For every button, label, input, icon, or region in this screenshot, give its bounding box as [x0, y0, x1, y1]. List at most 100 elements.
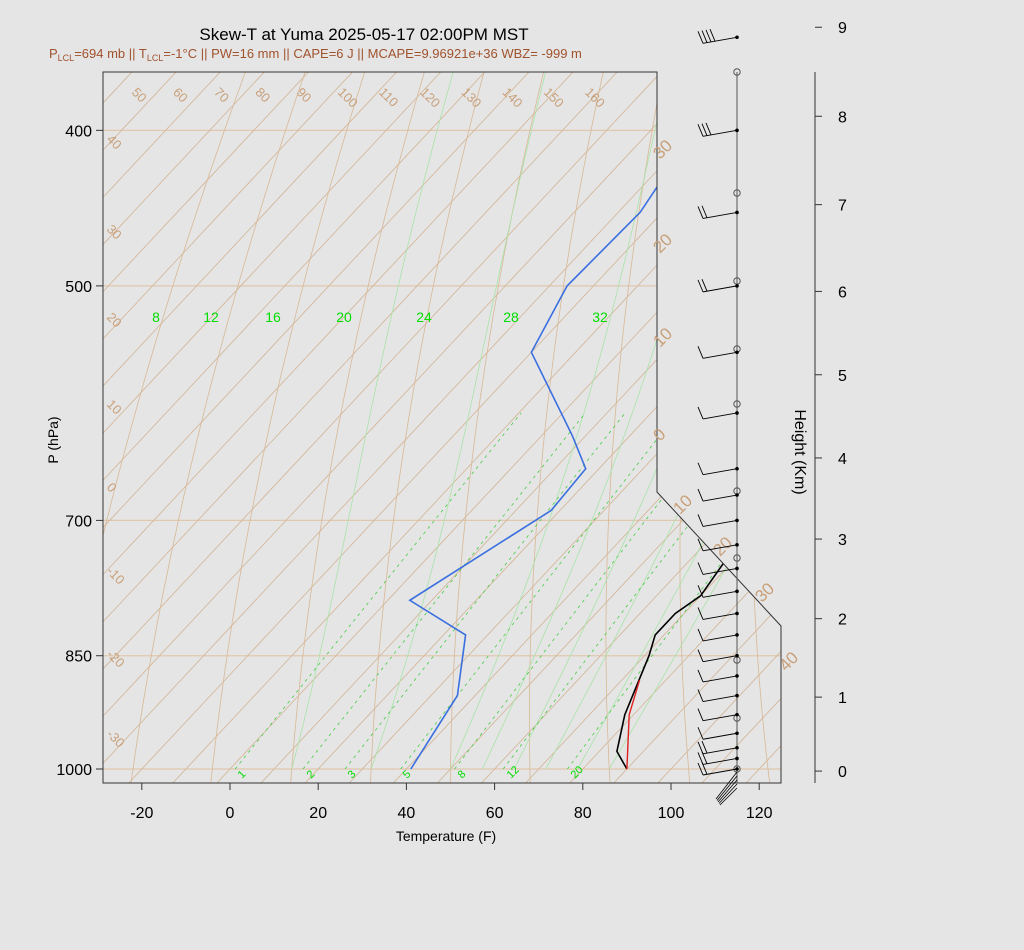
wind-barb-flag: [701, 279, 708, 292]
wind-barb: [702, 758, 738, 765]
wind-barb-flag: [701, 740, 708, 754]
wind-barb-flag: [701, 30, 708, 43]
moist-adiabat: [370, 72, 652, 770]
wind-barb: [702, 714, 738, 722]
wind-barb-flag: [697, 406, 704, 420]
wind-barb: [719, 787, 738, 806]
mixing-ratio-line: [344, 412, 626, 770]
wind-barb: [715, 771, 738, 800]
wind-barb-flag: [697, 762, 704, 776]
height-tick-label: 5: [838, 368, 847, 385]
wind-barb-flag: [697, 708, 704, 721]
wind-barb: [702, 285, 738, 293]
x-tick-label: 20: [309, 805, 327, 822]
wind-barb-flag: [697, 514, 704, 527]
wind-barb-flag: [701, 205, 708, 218]
wind-barb: [702, 768, 738, 776]
temperature-line: [616, 72, 781, 770]
isotherm-line: [103, 72, 781, 783]
wind-barb-flag: [705, 29, 712, 43]
barb-circle: [733, 554, 741, 562]
p-tick-label: 500: [65, 279, 92, 296]
y-axis-label: P (hPa): [45, 416, 61, 463]
moist-adiabat: [450, 72, 781, 770]
moist-adiabat: [481, 72, 781, 770]
dry-adiabat: [751, 72, 781, 783]
isotherm-line: [771, 72, 781, 783]
height-tick-label: 0: [838, 764, 847, 781]
height-tick-label: 7: [838, 198, 847, 215]
wind-barb: [716, 775, 738, 801]
wind-barb-flag: [697, 628, 704, 642]
wind-barb-flag: [697, 488, 704, 502]
wind-barb-flag: [697, 562, 704, 575]
wind-barb-flag: [697, 585, 704, 598]
y2-axis-label: Height (Km): [791, 409, 808, 494]
plot-area: [103, 72, 781, 783]
wind-barb-flag: [697, 669, 704, 683]
x-tick-label: 60: [486, 805, 504, 822]
chart-subtitle: PLCL=694 mb || TLCL=-1°C || PW=16 mm || …: [49, 46, 582, 63]
isotherm-line: [242, 72, 781, 783]
mixing-ratio-line: [302, 412, 586, 770]
x-tick-label: 40: [398, 805, 416, 822]
dry-adiabat: [821, 0, 1024, 803]
wind-barb: [702, 211, 738, 219]
wind-barb-flag: [709, 29, 716, 42]
mixing-ratio-label: 24: [416, 309, 432, 325]
plot-border: [102, 71, 782, 784]
wind-barb: [702, 747, 738, 755]
mixing-ratio-label: 8: [152, 309, 160, 325]
p-tick-label: 850: [65, 649, 92, 666]
mixing-ratio-label: 20: [336, 309, 352, 325]
wind-barb-flag: [697, 741, 704, 754]
height-tick-label: 8: [838, 109, 847, 126]
parcel-line: [626, 679, 641, 770]
dry-adiabat: [208, 72, 745, 783]
mixing-ratio-label: 32: [592, 309, 608, 325]
dry-adiabat: [127, 72, 704, 783]
mixing-ratio-line: [400, 412, 678, 770]
height-tick-label: 1: [838, 690, 847, 707]
height-axis: 012345678910111213141516: [814, 20, 847, 783]
dry-adiabat: [954, 0, 1024, 803]
wind-barb-flag: [701, 123, 708, 136]
wind-barb-flag: [697, 279, 704, 293]
wind-barb: [702, 468, 738, 476]
wind-barb: [702, 590, 738, 598]
wind-barb-flag: [697, 727, 704, 740]
isotherm-line: [103, 72, 781, 783]
p-tick-label: 400: [65, 123, 92, 140]
wind-barb-flag: [697, 462, 704, 475]
x-axis-label: Temperature (F): [396, 828, 496, 844]
wind-barb: [702, 675, 738, 683]
wind-barb: [702, 351, 738, 359]
dry-adiabat: [103, 72, 663, 783]
isotherm-line: [103, 72, 781, 783]
isotherm-line: [103, 72, 781, 783]
height-tick-label: 4: [838, 451, 847, 468]
isotherm-line: [197, 72, 781, 783]
wind-barb: [702, 129, 738, 137]
wind-barb: [702, 695, 738, 703]
barb-circle: [733, 189, 741, 197]
isotherm-line: [418, 72, 781, 783]
height-tick-label: 3: [838, 532, 847, 549]
wind-barb-flag: [697, 346, 704, 359]
wind-barb: [702, 613, 738, 620]
isotherm-line: [374, 72, 781, 783]
dry-adiabat: [889, 0, 1024, 803]
isotherm-line: [153, 72, 781, 783]
isotherm-line: [103, 72, 781, 783]
wind-barb-flag: [697, 752, 704, 765]
barb-circle: [733, 68, 741, 76]
isotherm-line: [286, 72, 781, 783]
x-tick-label: 120: [746, 805, 773, 822]
x-tick-label: 80: [574, 805, 592, 822]
p-tick-label: 700: [65, 513, 92, 530]
wind-barb: [717, 779, 738, 803]
dry-adiabat: [449, 72, 781, 783]
mixing-ratio-label: 28: [503, 309, 519, 325]
barb-circle: [733, 400, 741, 408]
dry-adiabat: [288, 72, 781, 783]
